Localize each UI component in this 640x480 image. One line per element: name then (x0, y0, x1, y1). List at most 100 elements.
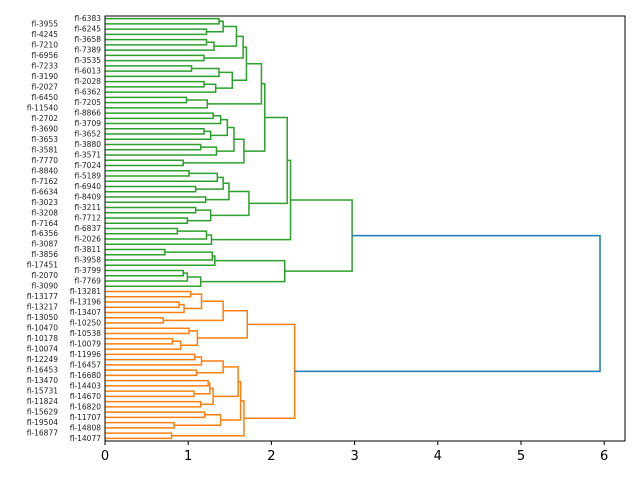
leaf-label: fl-3811 (74, 245, 101, 254)
x-tick-label: 2 (267, 449, 275, 464)
dendrogram-link (105, 28, 208, 36)
dendrogram-link (105, 112, 214, 120)
dendrogram-link (204, 35, 244, 59)
leaf-label: fl-16820 (70, 402, 102, 411)
dendrogram-link (105, 143, 202, 151)
dendrogram-link (205, 182, 230, 201)
leaf-label: fl-8409 (74, 193, 101, 202)
leaf-label: fl-3190 (31, 72, 58, 81)
dendrogram-link (105, 80, 205, 88)
leaf-label: fl-3090 (31, 282, 58, 291)
leaf-label: fl-4245 (31, 30, 58, 39)
x-tick-label: 5 (517, 449, 525, 464)
dendrogram-link (243, 323, 296, 420)
x-tick-label: 6 (600, 449, 608, 464)
leaf-label: fl-3856 (31, 250, 58, 259)
dendrogram-link (105, 114, 222, 125)
leaf-label: fl-6940 (74, 182, 101, 191)
dendrogram-link (232, 46, 248, 82)
leaf-label: fl-2026 (74, 234, 101, 243)
leaf-label: fl-5189 (74, 172, 101, 181)
dendrogram-link (105, 67, 220, 78)
leaf-label: fl-6245 (74, 25, 101, 34)
dendrogram-link (105, 38, 208, 46)
dendrogram-link (105, 269, 184, 277)
dendrogram-link (200, 259, 286, 283)
leaf-label: fl-2028 (74, 77, 101, 86)
leaf-label: fl-3958 (74, 255, 101, 264)
dendrogram-link (105, 65, 193, 72)
leaf-label: fl-14403 (70, 381, 102, 390)
dendrogram-link (210, 118, 229, 137)
leaf-label: fl-11996 (70, 350, 102, 359)
leaf-label: fl-7162 (31, 177, 58, 186)
leaf-label: fl-10079 (70, 339, 102, 348)
dendrogram-link (105, 272, 189, 282)
leaf-label: fl-15629 (27, 408, 59, 417)
leaf-label: fl-7769 (74, 276, 101, 285)
leaf-label: fl-10538 (70, 329, 102, 338)
leaf-label: fl-16453 (27, 366, 59, 375)
dendrogram-link (187, 209, 212, 222)
x-tick-label: 3 (350, 449, 358, 464)
leaf-label: fl-15731 (27, 387, 59, 396)
leaf-label: fl-3880 (74, 140, 101, 149)
dendrogram-link (105, 99, 209, 109)
dendrogram-link (163, 300, 224, 322)
dendrogram-link (105, 227, 179, 235)
leaf-label: fl-16877 (27, 429, 59, 438)
dendrogram-link (294, 234, 601, 373)
leaf-label: fl-3799 (74, 266, 101, 275)
dendrogram-link (105, 17, 220, 25)
x-tick-label: 1 (184, 449, 192, 464)
leaf-label: fl-14670 (70, 392, 102, 401)
leaf-label: fl-7770 (31, 156, 58, 165)
dendrogram-link (105, 83, 217, 93)
leaf-label: fl-3208 (31, 208, 58, 217)
dendrogram-link (216, 126, 235, 152)
leaf-label: fl-11707 (70, 413, 102, 422)
dendrogram-links (105, 17, 601, 440)
x-tick-label: 4 (434, 449, 442, 464)
leaf-label: fl-19504 (27, 418, 59, 427)
dendrogram-link (105, 340, 182, 350)
dendrogram-link (105, 316, 164, 324)
dendrogram-link (105, 353, 196, 361)
dendrogram-link (105, 400, 202, 408)
leaf-label: fl-10178 (27, 334, 59, 343)
leaf-label: fl-11824 (27, 397, 59, 406)
leaf-label: fl-13281 (70, 287, 102, 296)
dendrogram-link (105, 185, 197, 193)
dendrogram-link (105, 369, 198, 377)
dendrogram-link (105, 196, 207, 204)
leaf-label: fl-3023 (31, 198, 58, 207)
dendrogram-link (105, 411, 206, 419)
leaf-label: fl-3653 (31, 135, 58, 144)
dendrogram-link (105, 379, 209, 387)
leaf-label: fl-2070 (31, 271, 58, 280)
dendrogram-link (284, 199, 353, 272)
leaf-label: fl-3658 (74, 35, 101, 44)
dendrogram-link (171, 400, 245, 437)
leaf-label: fl-14077 (70, 434, 102, 443)
leaf-label: fl-14808 (70, 423, 102, 432)
dendrogram-link (105, 41, 215, 51)
dendrogram-link (105, 356, 203, 366)
leaf-label: fl-6634 (31, 187, 58, 196)
leaf-label: fl-11540 (27, 103, 59, 112)
leaf-label: fl-6013 (74, 67, 101, 76)
dendrogram-link (105, 54, 205, 62)
dendrogram-link (105, 303, 185, 314)
leaf-label: fl-6362 (74, 88, 101, 97)
dendrogram-link (174, 414, 222, 427)
leaf-label: fl-7164 (31, 219, 58, 228)
leaf-label: fl-3535 (74, 56, 101, 65)
dendrogram-link (105, 146, 218, 156)
dendrogram-link (213, 25, 238, 47)
leaf-label: fl-13217 (27, 303, 59, 312)
leaf-label: fl-3955 (31, 19, 58, 28)
dendrogram-link (105, 337, 174, 345)
dendrogram-link (105, 172, 219, 183)
leaf-label: fl-10250 (70, 318, 102, 327)
